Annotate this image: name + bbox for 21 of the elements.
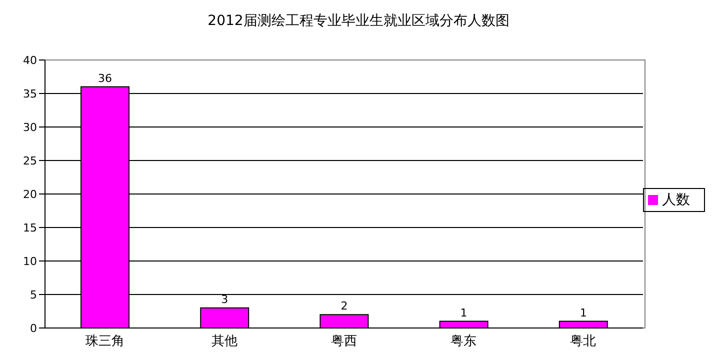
x-tick-label: 其他 [211,334,238,350]
y-tick-label: 0 [30,322,37,335]
y-tick-label: 15 [23,221,37,234]
legend-label: 人数 [662,192,690,208]
y-tick-label: 5 [30,288,37,302]
data-label: 1 [460,306,468,320]
data-label: 36 [98,72,112,85]
y-tick-label: 10 [23,254,37,268]
data-label: 1 [580,306,587,320]
y-tick-label: 20 [23,188,37,201]
y-tick-label: 35 [23,87,37,100]
x-tick-label: 粤西 [331,334,357,350]
y-tick-label: 25 [23,154,37,168]
y-tick-label: 40 [23,54,37,67]
data-label: 3 [221,292,228,306]
x-tick-label: 粤北 [570,334,596,350]
y-tick-label: 30 [23,120,37,134]
x-tick-label: 粤东 [450,334,477,350]
chart-title: 2012届测绘工程专业毕业生就业区域分布人数图 [206,12,510,31]
x-tick-label: 珠三角 [85,334,124,350]
data-label: 2 [340,300,348,313]
